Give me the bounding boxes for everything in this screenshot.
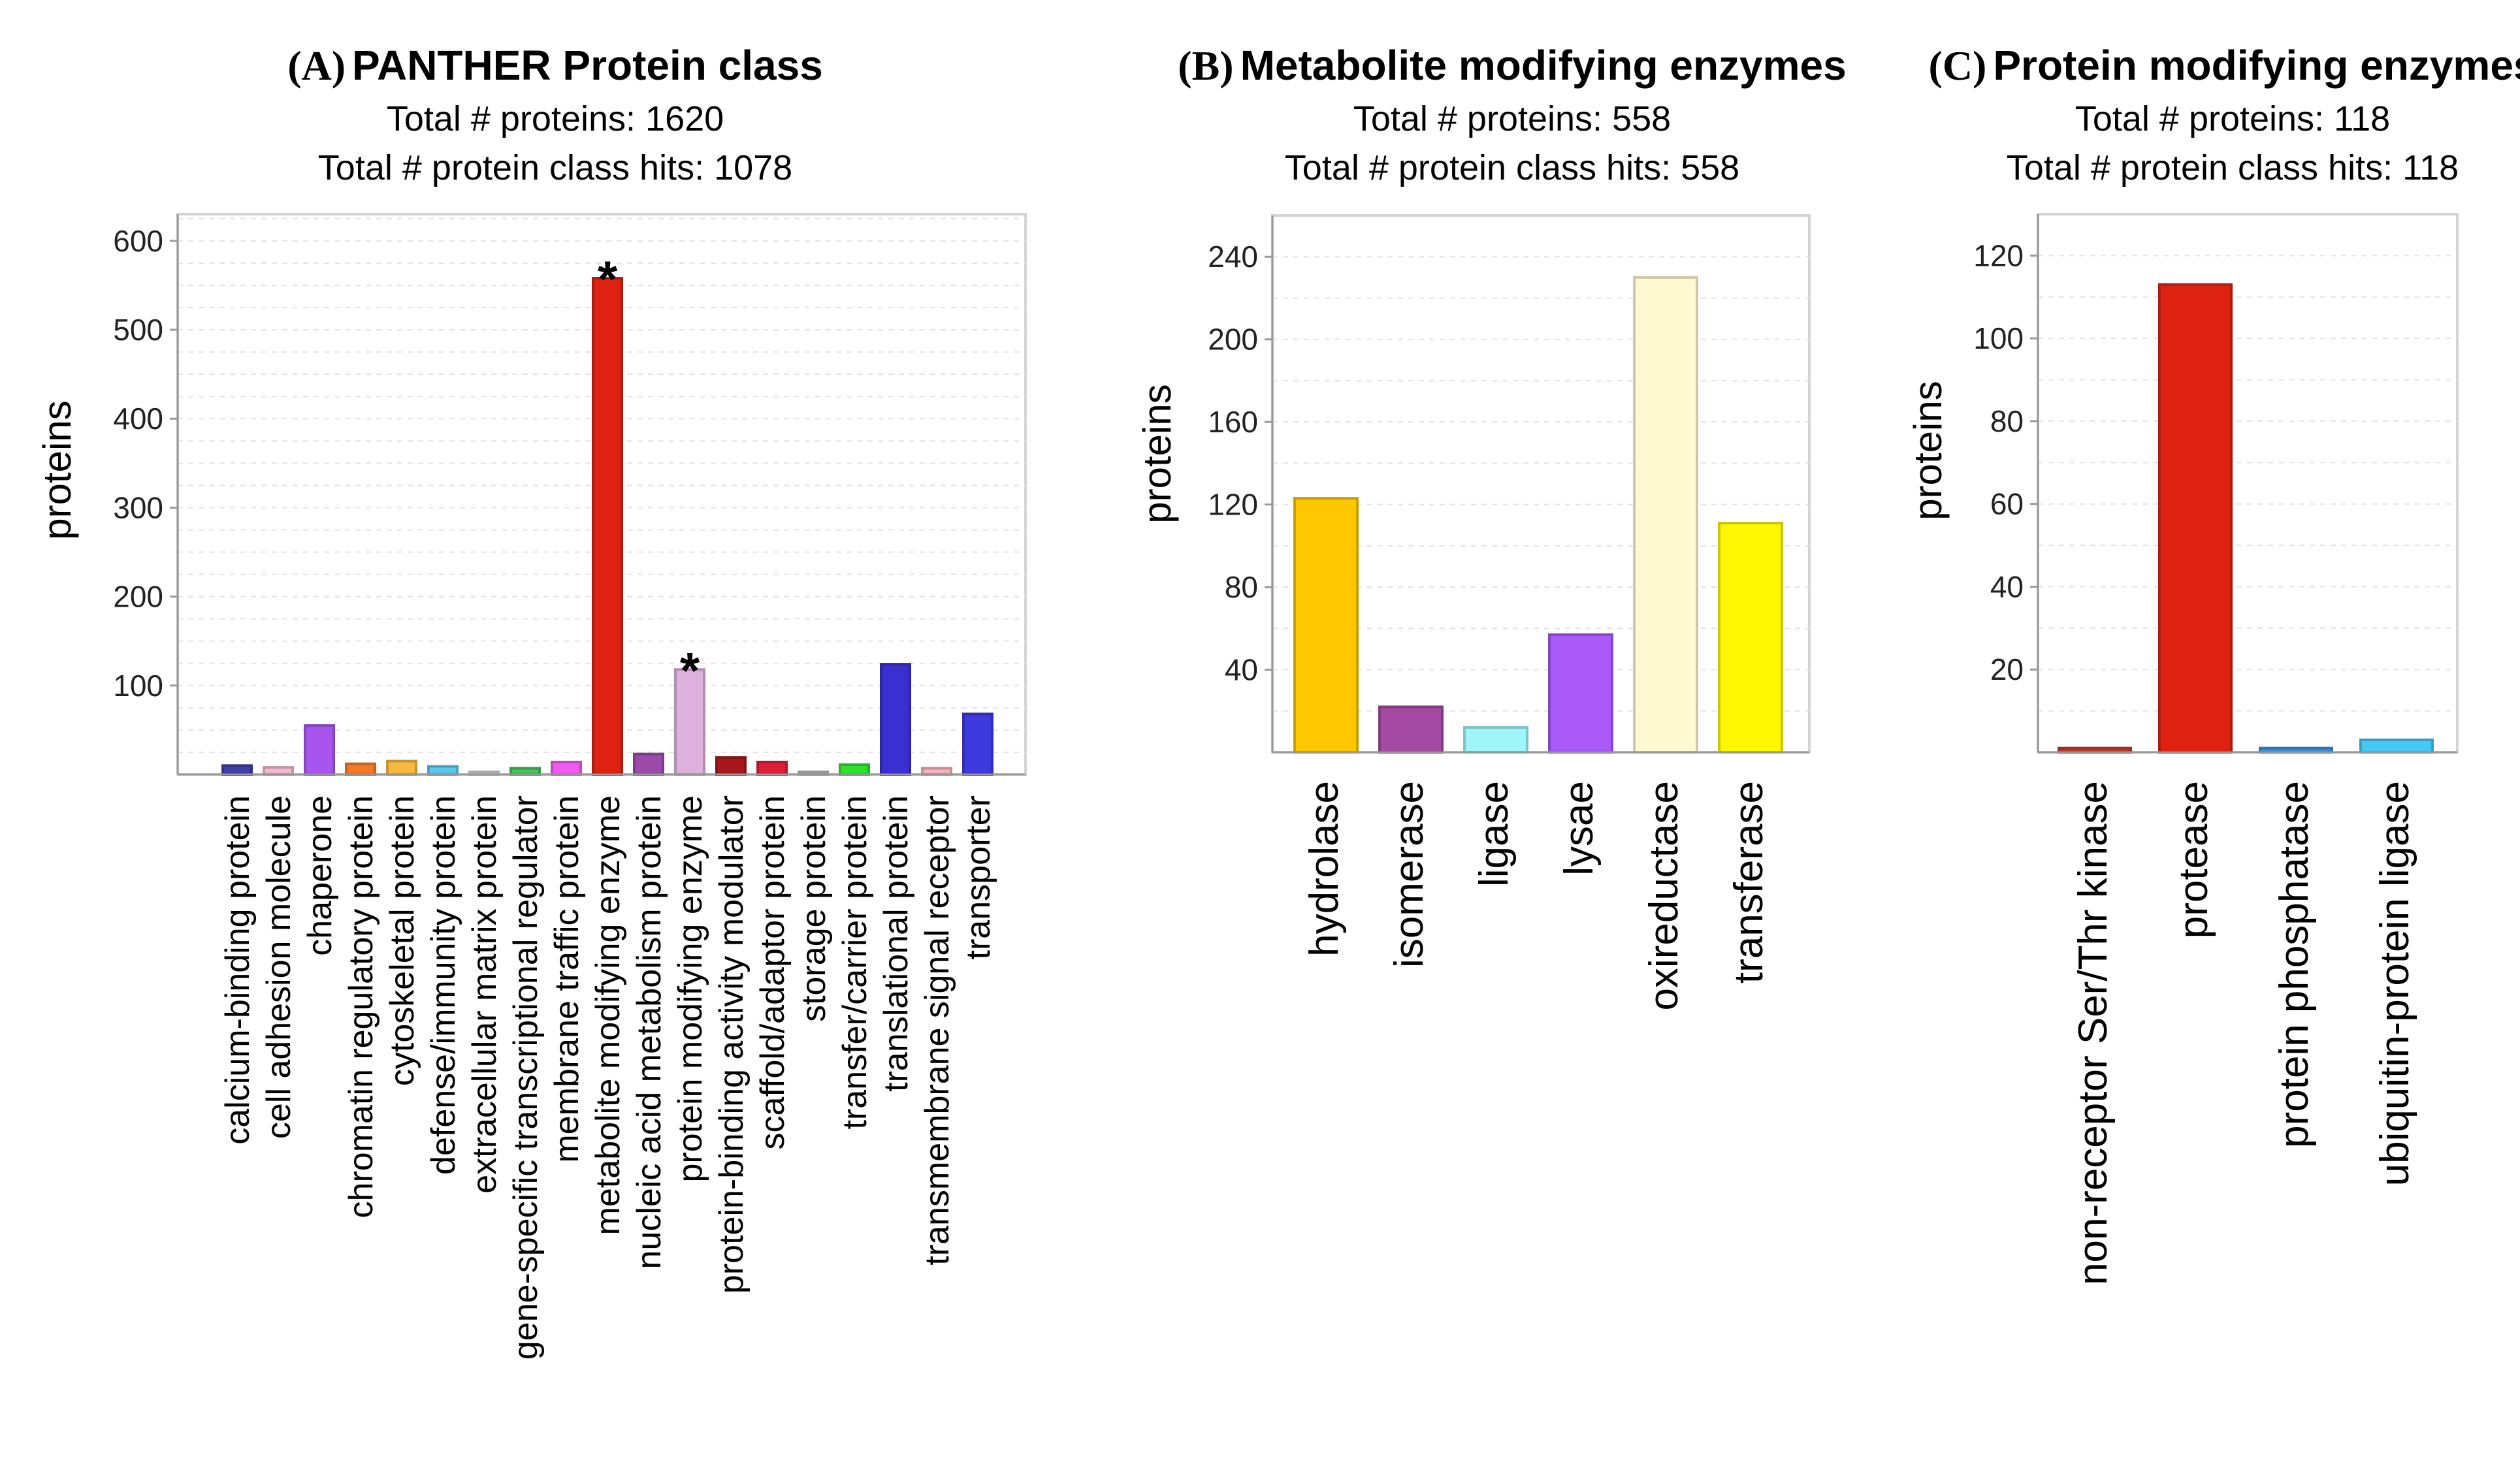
panel-a-category-label: storage protein xyxy=(795,795,833,1022)
panel-a-category-label: transfer/carrier protein xyxy=(836,795,874,1130)
panel-c-y-tick-label: 80 xyxy=(1990,404,2024,438)
panel-a-category-label: transporter xyxy=(960,795,997,959)
panel-a-bar-membrane-traffic-protein xyxy=(551,760,582,776)
panel-a-bar-chaperone xyxy=(304,724,335,776)
panel-b-category-label: isomerase xyxy=(1387,781,1432,968)
panel-c-gridlines xyxy=(2038,255,2457,712)
panel-c-category-label: ubiquitin-protein ligase xyxy=(2372,781,2417,1186)
panel-b-bar-lysae xyxy=(1548,633,1613,754)
panel-a-bar-defense-immunity-protein xyxy=(427,765,459,776)
panel-b-category-label: lysae xyxy=(1557,781,1602,876)
panel-b-bar-transferase xyxy=(1718,522,1783,754)
panel-a-category-label: protein-binding activity modulator xyxy=(713,795,751,1294)
panel-a-category-label: gene-specific transcriptional regulator xyxy=(507,795,545,1360)
panel-c: (C) Protein modifying enzymes Total # pro… xyxy=(1906,42,2520,1285)
panel-b-bar-ligase xyxy=(1463,726,1528,754)
panel-c-plot-frame xyxy=(2037,213,2459,754)
panel-a-y-tick-label: 100 xyxy=(113,669,163,703)
panel-b-category-label: oxireductase xyxy=(1641,781,1687,1011)
panel-a-category-label: protein modifying enzyme xyxy=(671,795,709,1183)
panel-a-bar-cytoskeletal-protein xyxy=(386,759,417,776)
panel-b-bar-oxireductase xyxy=(1633,276,1698,754)
panel-a-category-label: nucleic acid metabolism protein xyxy=(630,795,668,1269)
panel-b-category-label: transferase xyxy=(1726,781,1771,983)
panel-a-bar-transporter xyxy=(962,712,993,776)
panel-c-y-tick-label: 60 xyxy=(1990,487,2024,521)
panel-a-y-tick-label: 500 xyxy=(113,313,163,347)
panel-a-y-axis-label: proteins xyxy=(35,400,79,539)
panel-c-y-axis-label: proteins xyxy=(1906,381,1950,520)
panel-a-bar-calcium-binding-protein xyxy=(221,764,253,776)
panel-a-category-label: transmembrane signal receptor xyxy=(918,795,956,1266)
panel-a-subtitle-line-2: Total # protein class hits: 1078 xyxy=(318,148,792,187)
panel-a-y-tick-label: 200 xyxy=(113,580,163,614)
panel-c-subtitle-line-2: Total # protein class hits: 118 xyxy=(2007,148,2459,187)
panel-a-category-label: translational protein xyxy=(877,795,915,1092)
panel-a-y-tick-label: 300 xyxy=(113,490,163,524)
panel-a-category-label: extracellular matrix protein xyxy=(466,795,504,1194)
panel-a-bar-metabolite-modifying-enzyme xyxy=(592,277,623,776)
panel-a-category-label: calcium-binding protein xyxy=(219,795,257,1145)
panel-b-category-label: hydrolase xyxy=(1302,781,1347,957)
panel-a-asterisk-annotation: * xyxy=(598,250,618,308)
panel-b-y-tick-label: 200 xyxy=(1208,323,1258,357)
panel-b-y-axis-ticks: 40 80 120 160 200 240 xyxy=(1208,240,1272,687)
panel-b: (B) Metabolite modifying enzymes Total # … xyxy=(1135,42,1847,1011)
panel-a-y-axis-ticks: 100 200 300 400 500 600 xyxy=(113,224,178,703)
panel-c-subtitle-line-1: Total # proteins: 118 xyxy=(2075,99,2390,138)
panel-a-category-label: chaperone xyxy=(301,795,339,956)
panel-c-category-label: protease xyxy=(2171,781,2216,938)
panel-c-title: (C) Protein modifying enzymes xyxy=(1929,42,2520,89)
panel-a-category-label: metabolite modifying enzyme xyxy=(589,795,627,1235)
panel-a-category-label: chromatin regulatory protein xyxy=(342,795,380,1218)
panel-c-category-labels: non-receptor Ser/Thr kinase protease prote… xyxy=(2071,781,2417,1285)
panel-b-category-labels: hydrolase isomerase ligase lysae oxireductas… xyxy=(1302,781,1771,1011)
panel-c-y-tick-label: 20 xyxy=(1990,652,2024,686)
panel-b-subtitle-line-2: Total # protein class hits: 558 xyxy=(1285,148,1739,187)
panel-a: (A) PANTHER Protein class Total # protein… xyxy=(35,42,1027,1360)
panel-c-bar-ubiquitin-protein-ligase xyxy=(2359,738,2434,754)
panel-b-y-tick-label: 240 xyxy=(1208,240,1258,274)
panel-c-y-tick-label: 120 xyxy=(1973,238,2024,272)
panel-a-asterisk-annotation: * xyxy=(680,641,700,699)
panel-c-y-axis-ticks: 20 40 60 80 100 120 xyxy=(1973,238,2038,686)
panel-c-category-label: non-receptor Ser/Thr kinase xyxy=(2071,781,2116,1285)
panel-b-y-tick-label: 80 xyxy=(1225,570,1258,604)
panel-c-bar-protease xyxy=(2158,283,2233,754)
panel-a-category-label: cell adhesion molecule xyxy=(260,795,298,1139)
panel-a-subtitle-line-1: Total # proteins: 1620 xyxy=(387,99,724,138)
panel-b-bars xyxy=(1293,276,1783,754)
panel-a-bar-scaffold-adaptor-protein xyxy=(756,760,788,776)
panel-a-annotations: ** xyxy=(598,250,700,699)
panel-b-y-tick-label: 40 xyxy=(1225,653,1258,687)
panel-a-category-label: scaffold/adaptor protein xyxy=(754,795,792,1150)
panel-b-y-tick-label: 160 xyxy=(1208,405,1258,439)
panel-a-bar-translational-protein xyxy=(880,663,911,776)
panel-a-bar-cell-adhesion-molecule xyxy=(263,766,294,776)
panel-c-y-tick-label: 40 xyxy=(1990,569,2024,603)
panel-c-y-tick-label: 100 xyxy=(1973,321,2024,355)
panel-a-title: (A) PANTHER Protein class xyxy=(287,42,823,89)
panel-a-category-label: defense/immunity protein xyxy=(425,795,462,1175)
panel-a-bar-chromatin-regulatory-protein xyxy=(345,762,376,776)
panel-a-y-tick-label: 600 xyxy=(113,224,163,258)
panel-a-bar-transfer-carrier-protein xyxy=(839,763,870,776)
panel-b-subtitle-line-1: Total # proteins: 558 xyxy=(1353,99,1671,138)
panel-b-category-label: ligase xyxy=(1472,781,1517,887)
panel-a-y-tick-label: 400 xyxy=(113,402,163,436)
panel-a-category-label: membrane traffic protein xyxy=(548,795,586,1163)
panel-a-category-label: cytoskeletal protein xyxy=(383,795,421,1086)
panel-b-bar-hydrolase xyxy=(1293,497,1359,754)
panel-a-category-labels: calcium-binding protein cell adhesion mol… xyxy=(219,795,997,1360)
panel-b-y-axis-label: proteins xyxy=(1135,384,1179,523)
panel-b-bar-isomerase xyxy=(1378,705,1444,754)
panel-b-title: (B) Metabolite modifying enzymes xyxy=(1178,42,1846,89)
panel-b-y-tick-label: 120 xyxy=(1208,488,1258,522)
panel-a-bar-protein-binding-activity-modulator xyxy=(715,756,747,776)
panel-c-category-label: protein phosphatase xyxy=(2272,781,2317,1148)
panel-a-bar-nucleic-acid-metabolism-protein xyxy=(633,752,664,776)
